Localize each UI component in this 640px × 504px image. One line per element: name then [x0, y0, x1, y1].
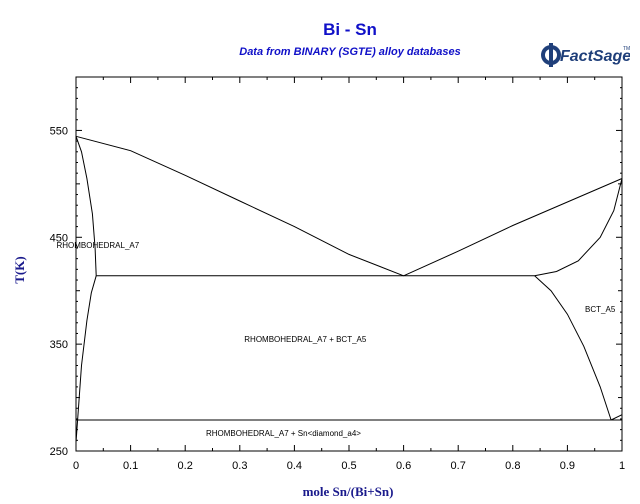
phase-region-label: RHOMBOHEDRAL_A7 + BCT_A5 — [244, 335, 367, 344]
logo-text: FactSage — [560, 48, 630, 65]
y-tick-label: 350 — [50, 339, 68, 351]
phase-boundary-4 — [75, 275, 97, 443]
y-axis: 250 350 450 550 — [50, 87, 622, 458]
phase-boundary-3 — [75, 136, 97, 276]
phase-boundary-7 — [534, 275, 612, 421]
y-tick-label: 450 — [50, 232, 68, 244]
phase-boundary-2 — [403, 178, 623, 277]
phase-region-label: RHOMBOHEDRAL_A7 + Sn<diamond_a4> — [206, 429, 361, 438]
phase-region-label: RHOMBOHEDRAL_A7 — [56, 241, 139, 250]
phase-boundary-6 — [534, 178, 623, 277]
chart-subtitle: Data from BINARY (SGTE) alloy databases — [239, 46, 461, 58]
y-tick-label: 250 — [50, 446, 68, 458]
logo-trademark: TM — [623, 46, 630, 52]
x-tick-label: 0.6 — [396, 460, 411, 472]
x-tick-label: 0.4 — [287, 460, 302, 472]
phase-boundary-1 — [75, 135, 404, 277]
y-axis-label: T(K) — [12, 256, 27, 283]
chart-title: Bi - Sn — [323, 20, 377, 39]
phase-region-label: BCT_A5 — [585, 305, 616, 314]
x-tick-label: 1 — [619, 460, 625, 472]
factsage-logo-mark — [541, 43, 561, 67]
phase-region-labels: RHOMBOHEDRAL_A7 RHOMBOHEDRAL_A7 + BCT_A5 B… — [56, 241, 615, 438]
x-axis: 0 0.1 0.2 0.3 0.4 0.5 0.6 0.7 0.8 0.9 1 — [73, 77, 625, 472]
x-tick-label: 0.5 — [341, 460, 356, 472]
plot-frame — [75, 76, 623, 452]
x-tick-label: 0.2 — [178, 460, 193, 472]
phase-boundaries — [75, 135, 623, 443]
x-axis-label: mole Sn/(Bi+Sn) — [303, 484, 394, 499]
x-tick-label: 0.9 — [560, 460, 575, 472]
x-tick-label: 0.1 — [123, 460, 138, 472]
x-tick-label: 0 — [73, 460, 79, 472]
x-tick-label: 0.3 — [232, 460, 247, 472]
x-tick-label: 0.8 — [505, 460, 520, 472]
x-tick-label: 0.7 — [451, 460, 466, 472]
phase-boundary-9 — [610, 414, 623, 421]
factsage-logo: FactSage TM — [541, 43, 630, 67]
y-tick-label: 550 — [50, 125, 68, 137]
